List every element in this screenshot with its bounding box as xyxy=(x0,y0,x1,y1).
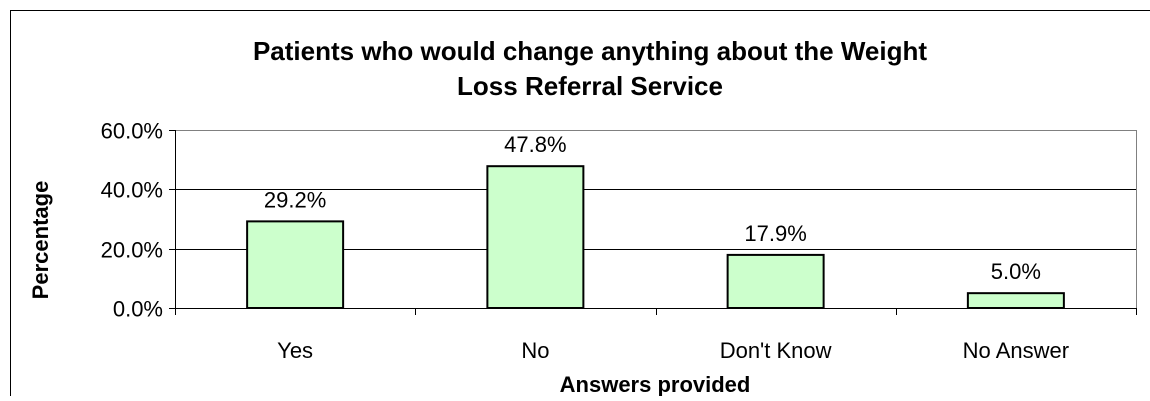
x-tick-label: No xyxy=(521,338,549,363)
x-tick-label: Don't Know xyxy=(720,338,832,363)
x-tick-label: No Answer xyxy=(963,338,1069,363)
bar-no-answer xyxy=(966,292,1065,309)
axes xyxy=(169,130,1137,315)
y-tick-labels: 0.0% 20.0% 40.0% 60.0% xyxy=(101,119,163,322)
y-tick-label: 40.0% xyxy=(101,178,163,203)
data-label: 47.8% xyxy=(504,132,566,157)
data-labels: 29.2% 47.8% 17.9% 5.0% xyxy=(264,132,1041,284)
y-axis-label: Percentage xyxy=(28,181,53,300)
x-tick-labels: Yes No Don't Know No Answer xyxy=(277,338,1069,363)
x-axis-label: Answers provided xyxy=(560,372,751,396)
chart-title-line-1: Patients who would change anything about… xyxy=(253,36,927,66)
bars xyxy=(246,165,1065,309)
x-tick-label: Yes xyxy=(277,338,313,363)
y-tick-label: 20.0% xyxy=(101,238,163,263)
data-label: 17.9% xyxy=(744,221,806,246)
bar-yes xyxy=(246,220,345,309)
chart-title-line-2: Loss Referral Service xyxy=(457,71,723,101)
y-tick-label: 60.0% xyxy=(101,119,163,144)
bar-don-t-know xyxy=(726,253,825,309)
bar-no xyxy=(486,165,585,309)
y-tick-label: 0.0% xyxy=(113,297,163,322)
data-label: 5.0% xyxy=(991,259,1041,284)
data-label: 29.2% xyxy=(264,187,326,212)
